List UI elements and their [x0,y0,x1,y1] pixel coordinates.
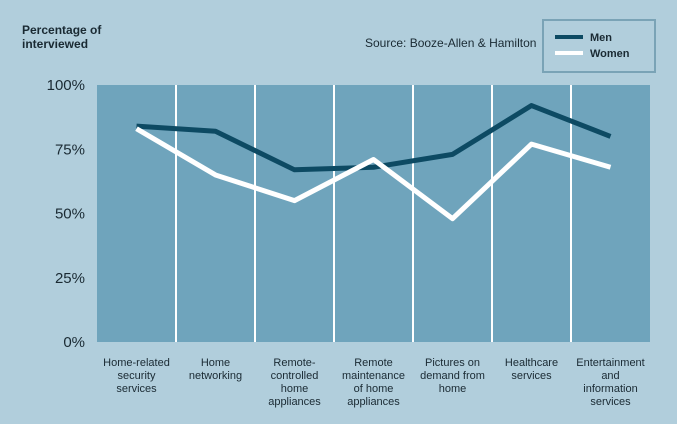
x-tick-label: Entertainment and information services [576,357,644,408]
x-tick-label: Pictures on demand from home [420,357,485,395]
y-tick-label: 25% [55,270,85,287]
legend-label: Women [590,48,630,60]
y-tick-label: 75% [55,141,85,158]
x-tick-label: Remote-controlled home appliances [268,357,321,408]
x-tick-label: Healthcare services [505,357,558,382]
y-tick-label: 0% [63,334,85,351]
series-line [136,103,612,173]
y-tick-label: 100% [47,77,85,94]
plot-area [97,85,650,342]
x-tick-label: Home-related security services [103,357,170,395]
legend-box [542,19,656,73]
series-line [135,126,612,222]
x-tick-label: Home networking [189,357,242,382]
source: Source: Booze-Allen & Hamilton [365,36,536,50]
x-tick-label: Remote maintenance of home appliances [342,357,405,408]
legend-label: Men [590,32,612,44]
chart-title: Percentage of interviewed [22,23,102,51]
y-tick-label: 50% [55,206,85,223]
